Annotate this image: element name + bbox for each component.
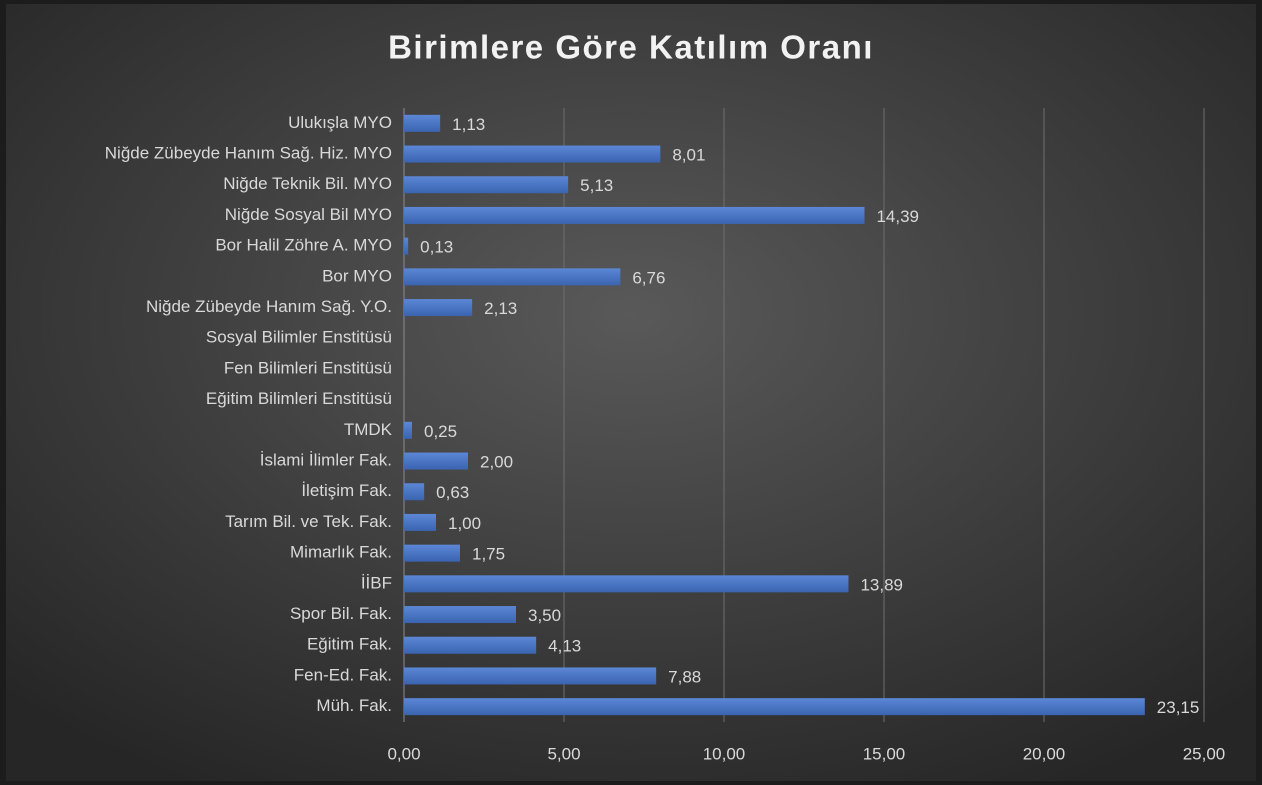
y-tick-label: İletişim Fak. bbox=[301, 481, 392, 500]
x-tick-label: 5,00 bbox=[547, 744, 580, 763]
bar bbox=[404, 606, 516, 624]
y-tick-label: Sosyal Bilimler Enstitüsü bbox=[206, 328, 392, 347]
value-label: 1,00 bbox=[448, 514, 481, 533]
value-label: 13,89 bbox=[860, 575, 903, 594]
x-tick-label: 15,00 bbox=[863, 744, 906, 763]
value-label: 0,25 bbox=[424, 422, 457, 441]
bar bbox=[404, 575, 849, 593]
bar bbox=[404, 452, 468, 470]
y-tick-label: Ulukışla MYO bbox=[288, 113, 392, 132]
bar bbox=[404, 483, 425, 501]
bar bbox=[404, 176, 569, 194]
y-tick-label: Niğde Sosyal Bil MYO bbox=[225, 205, 392, 224]
y-tick-label: Eğitim Bilimleri Enstitüsü bbox=[206, 389, 392, 408]
value-label: 3,50 bbox=[528, 606, 561, 625]
y-tick-label: Eğitim Fak. bbox=[307, 635, 392, 654]
value-label: 7,88 bbox=[668, 667, 701, 686]
value-label: 4,13 bbox=[548, 637, 581, 656]
value-label: 0,13 bbox=[420, 238, 453, 257]
bar bbox=[404, 299, 473, 317]
x-tick-label: 10,00 bbox=[703, 744, 746, 763]
bar bbox=[404, 636, 537, 654]
bar bbox=[404, 145, 661, 163]
y-tick-label: İİBF bbox=[361, 573, 392, 592]
x-tick-label: 20,00 bbox=[1023, 744, 1066, 763]
y-tick-label: Tarım Bil. ve Tek. Fak. bbox=[225, 512, 392, 531]
value-label: 2,00 bbox=[480, 453, 513, 472]
bar bbox=[404, 421, 412, 439]
x-tick-label: 0,00 bbox=[387, 744, 420, 763]
y-tick-label: Niğde Zübeyde Hanım Sağ. Hiz. MYO bbox=[105, 144, 392, 163]
value-label: 8,01 bbox=[672, 146, 705, 165]
y-tick-label: Bor Halil Zöhre A. MYO bbox=[215, 236, 392, 255]
y-tick-label: Müh. Fak. bbox=[316, 696, 392, 715]
value-label: 1,13 bbox=[452, 115, 485, 134]
y-tick-label: Spor Bil. Fak. bbox=[290, 604, 392, 623]
bar bbox=[404, 667, 657, 685]
bar bbox=[404, 114, 441, 132]
x-tick-label: 25,00 bbox=[1183, 744, 1226, 763]
bar bbox=[404, 698, 1145, 716]
y-tick-label: Fen-Ed. Fak. bbox=[294, 665, 392, 684]
value-label: 0,63 bbox=[436, 483, 469, 502]
y-tick-label: Bor MYO bbox=[322, 266, 392, 285]
value-label: 2,13 bbox=[484, 299, 517, 318]
bar bbox=[404, 544, 460, 562]
y-tick-label: TMDK bbox=[344, 420, 393, 439]
y-tick-label: Fen Bilimleri Enstitüsü bbox=[224, 358, 392, 377]
bar bbox=[404, 206, 865, 224]
value-label: 6,76 bbox=[632, 268, 665, 287]
y-tick-label: Niğde Teknik Bil. MYO bbox=[223, 174, 392, 193]
value-label: 14,39 bbox=[876, 207, 919, 226]
y-tick-label: Niğde Zübeyde Hanım Sağ. Y.O. bbox=[146, 297, 392, 316]
value-label: 1,75 bbox=[472, 545, 505, 564]
value-label: 5,13 bbox=[580, 176, 613, 195]
bar bbox=[404, 513, 436, 531]
background bbox=[6, 4, 1256, 781]
chart-title: Birimlere Göre Katılım Oranı bbox=[388, 29, 874, 66]
bar bbox=[404, 237, 409, 255]
y-tick-label: İslami İlimler Fak. bbox=[260, 451, 392, 470]
value-label: 23,15 bbox=[1157, 698, 1200, 717]
bar bbox=[404, 268, 621, 286]
y-tick-label: Mimarlık Fak. bbox=[290, 543, 392, 562]
